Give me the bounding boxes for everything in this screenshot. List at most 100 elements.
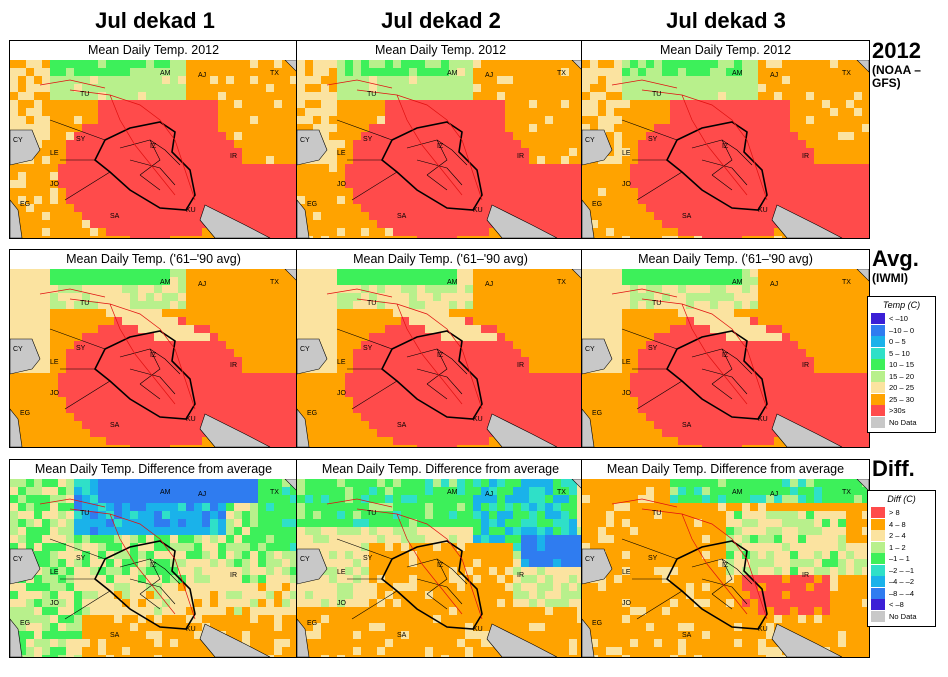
legend-label: 2 – 4 bbox=[889, 531, 906, 541]
panel-title: Mean Daily Temp. 2012 bbox=[297, 41, 584, 61]
map-panel-row1-col2: Mean Daily Temp. 2012 AM AJ TX TU SY IR LE JO EG S… bbox=[296, 40, 585, 239]
legend-swatch bbox=[871, 599, 885, 611]
legend-item: 0 – 5 bbox=[871, 336, 935, 348]
legend-item: –10 – 0 bbox=[871, 324, 935, 337]
row-title-2012: 2012 (NOAA –GFS) bbox=[872, 38, 932, 90]
raster-map: AM AJ TX TU SY IR LE JO EG SA KU CY IZ bbox=[10, 269, 297, 447]
map-label-sy: SY bbox=[76, 555, 86, 562]
legend-item: –4 – –2 bbox=[871, 576, 935, 588]
legend-item: No Data bbox=[871, 416, 935, 429]
map-panel-row3-col2: Mean Daily Temp. Difference from average… bbox=[296, 459, 585, 658]
map-label-eg: EG bbox=[307, 201, 317, 208]
temperature-legend-title: Temp (C) bbox=[882, 300, 921, 310]
map-label-sy: SY bbox=[648, 345, 658, 352]
map-label-jo: JO bbox=[622, 600, 632, 607]
legend-swatch bbox=[871, 324, 885, 336]
map-label-tu: TU bbox=[80, 91, 89, 98]
panel-title: Mean Daily Temp. Difference from average bbox=[297, 460, 584, 480]
legend-item: 15 – 20 bbox=[871, 370, 935, 383]
map-label-sa: SA bbox=[397, 422, 407, 429]
map-label-ir: IR bbox=[517, 153, 524, 160]
map-label-tu: TU bbox=[652, 510, 661, 517]
panel-title: Mean Daily Temp. ('61–'90 avg) bbox=[582, 250, 869, 270]
map-label-sy: SY bbox=[76, 345, 86, 352]
legend-item: 20 – 25 bbox=[871, 382, 935, 394]
map-label-aj: AJ bbox=[485, 491, 493, 498]
legend-item: –1 – 1 bbox=[871, 553, 935, 565]
legend-swatch bbox=[871, 576, 885, 588]
map-label-le: LE bbox=[50, 150, 59, 157]
map-label-am: AM bbox=[447, 489, 458, 496]
legend-swatch bbox=[871, 336, 885, 348]
panel-title: Mean Daily Temp. Difference from average bbox=[10, 460, 297, 480]
row-diff-label: Diff. bbox=[872, 456, 915, 481]
map-label-tu: TU bbox=[367, 91, 376, 98]
row-2012-source: (NOAA –GFS) bbox=[872, 63, 921, 90]
legend-label: > 8 bbox=[889, 508, 900, 518]
map-label-tx: TX bbox=[557, 489, 566, 496]
legend-swatch bbox=[871, 382, 885, 394]
map-label-ir: IR bbox=[230, 153, 237, 160]
legend-label: 20 – 25 bbox=[889, 383, 915, 393]
legend-label: –10 – 0 bbox=[889, 325, 915, 335]
map-label-jo: JO bbox=[337, 600, 347, 607]
map-label-cy: CY bbox=[585, 556, 595, 563]
map-label-sy: SY bbox=[76, 136, 86, 143]
map-label-cy: CY bbox=[13, 137, 23, 144]
map-panel-row2-col1: Mean Daily Temp. ('61–'90 avg) AM AJ TX TU SY… bbox=[9, 249, 298, 448]
map-label-am: AM bbox=[447, 70, 458, 77]
map-label-le: LE bbox=[622, 359, 631, 366]
legend-swatch bbox=[871, 359, 885, 371]
map-label-tx: TX bbox=[557, 70, 566, 77]
map-label-aj: AJ bbox=[485, 72, 493, 79]
raster-map: AM AJ TX TU SY IR LE JO EG SA KU CY IZ bbox=[582, 60, 869, 238]
map-label-ku: KU bbox=[186, 207, 196, 214]
legend-label: 1 – 2 bbox=[889, 542, 906, 552]
map-label-am: AM bbox=[160, 279, 171, 286]
legend-swatch bbox=[871, 313, 885, 325]
map-label-tx: TX bbox=[842, 70, 851, 77]
raster-map: AM AJ TX TU SY IR LE JO EG SA KU CY IZ bbox=[297, 479, 584, 657]
map-label-sa: SA bbox=[110, 213, 120, 220]
legend-swatch bbox=[871, 518, 885, 530]
row-avg-source: (IWMI) bbox=[872, 271, 908, 285]
map-label-tu: TU bbox=[80, 510, 89, 517]
legend-swatch bbox=[871, 564, 885, 576]
map-label-sy: SY bbox=[363, 555, 373, 562]
map-panel-row3-col3: Mean Daily Temp. Difference from average… bbox=[581, 459, 870, 658]
legend-item: 1 – 2 bbox=[871, 541, 935, 554]
map-label-iz: IZ bbox=[150, 352, 157, 359]
map-label-jo: JO bbox=[337, 390, 347, 397]
legend-swatch bbox=[871, 507, 885, 519]
map-label-aj: AJ bbox=[198, 491, 206, 498]
raster-map: AM AJ TX TU SY IR LE JO EG SA KU CY IZ bbox=[582, 479, 869, 657]
map-label-aj: AJ bbox=[198, 72, 206, 79]
legend-swatch bbox=[871, 541, 885, 553]
column-title-dekad-3: Jul dekad 3 bbox=[666, 8, 786, 33]
map-label-am: AM bbox=[160, 489, 171, 496]
map-label-ir: IR bbox=[802, 572, 809, 579]
map-label-iz: IZ bbox=[437, 352, 444, 359]
legend-label: No Data bbox=[889, 417, 917, 427]
legend-swatch bbox=[871, 416, 885, 428]
map-label-tx: TX bbox=[270, 489, 279, 496]
raster-map: AM AJ TX TU SY IR LE JO EG SA KU CY IZ bbox=[297, 269, 584, 447]
map-label-le: LE bbox=[622, 569, 631, 576]
map-label-tu: TU bbox=[80, 300, 89, 307]
map-label-tx: TX bbox=[270, 279, 279, 286]
map-label-ir: IR bbox=[230, 572, 237, 579]
legend-item: 10 – 15 bbox=[871, 359, 935, 371]
map-label-tu: TU bbox=[652, 91, 661, 98]
map-label-le: LE bbox=[337, 150, 346, 157]
map-label-le: LE bbox=[50, 569, 59, 576]
map-label-sa: SA bbox=[397, 632, 407, 639]
legend-swatch bbox=[871, 553, 885, 565]
map-label-iz: IZ bbox=[722, 562, 729, 569]
raster-map: AM AJ TX TU SY IR LE JO EG SA KU CY IZ bbox=[582, 269, 869, 447]
legend-item: > 8 bbox=[871, 507, 935, 519]
map-label-eg: EG bbox=[307, 410, 317, 417]
panel-title: Mean Daily Temp. ('61–'90 avg) bbox=[10, 250, 297, 270]
